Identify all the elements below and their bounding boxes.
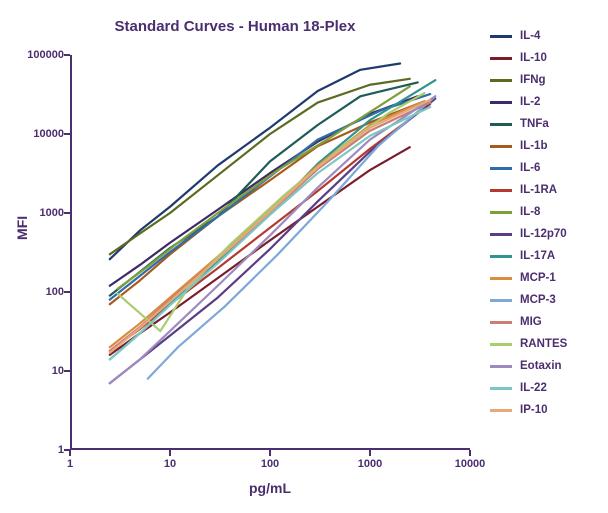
legend-item: MCP-1 xyxy=(490,272,600,284)
chart-container: Standard Curves - Human 18-Plex 1 10 100 10… xyxy=(0,0,608,513)
legend-label: IL-10 xyxy=(520,52,547,64)
legend-item: IL-22 xyxy=(490,382,600,394)
legend-swatch xyxy=(490,343,512,346)
legend-label: IP-10 xyxy=(520,404,548,416)
legend-label: IL-17A xyxy=(520,250,555,262)
x-tick-mark xyxy=(269,450,271,456)
legend-label: MCP-1 xyxy=(520,272,556,284)
legend-label: IFNg xyxy=(520,74,546,86)
legend-label: TNFa xyxy=(520,118,549,130)
legend-item: RANTES xyxy=(490,338,600,350)
y-tick-mark xyxy=(64,370,70,372)
legend-item: Eotaxin xyxy=(490,360,600,372)
y-tick-label: 10 xyxy=(8,365,64,377)
legend-swatch xyxy=(490,35,512,38)
plot-svg xyxy=(70,55,470,450)
y-tick-mark xyxy=(64,54,70,56)
legend-item: IL-1RA xyxy=(490,184,600,196)
legend-label: MCP-3 xyxy=(520,294,556,306)
x-tick-mark xyxy=(469,450,471,456)
y-tick-label: 1 xyxy=(8,444,64,456)
chart-title: Standard Curves - Human 18-Plex xyxy=(0,18,470,35)
y-tick-mark xyxy=(64,133,70,135)
legend-item: MCP-3 xyxy=(490,294,600,306)
legend-swatch xyxy=(490,211,512,214)
y-tick-label: 10000 xyxy=(8,128,64,140)
legend-swatch xyxy=(490,189,512,192)
legend-swatch xyxy=(490,255,512,258)
legend-swatch xyxy=(490,409,512,412)
legend-item: IL-8 xyxy=(490,206,600,218)
legend-item: IL-12p70 xyxy=(490,228,600,240)
x-tick-label: 1000 xyxy=(358,458,382,470)
legend: IL-4 IL-10 IFNg IL-2 TNFa IL-1b IL-6 IL-1RA IL-8… xyxy=(490,30,600,426)
x-tick-label: 10000 xyxy=(455,458,486,470)
legend-item: IL-17A xyxy=(490,250,600,262)
legend-swatch xyxy=(490,387,512,390)
legend-label: MIG xyxy=(520,316,542,328)
legend-label: Eotaxin xyxy=(520,360,562,372)
legend-label: IL-6 xyxy=(520,162,540,174)
series-line xyxy=(110,79,410,255)
legend-item: MIG xyxy=(490,316,600,328)
y-tick-mark xyxy=(64,291,70,293)
y-axis-label: MFI xyxy=(14,216,30,240)
legend-label: IL-8 xyxy=(520,206,540,218)
legend-item: IL-2 xyxy=(490,96,600,108)
y-tick-label: 100 xyxy=(8,286,64,298)
legend-swatch xyxy=(490,145,512,148)
legend-item: IL-1b xyxy=(490,140,600,152)
legend-item: IFNg xyxy=(490,74,600,86)
x-axis-label: pg/mL xyxy=(70,480,470,496)
legend-swatch xyxy=(490,277,512,280)
legend-item: TNFa xyxy=(490,118,600,130)
x-tick-label: 100 xyxy=(261,458,279,470)
x-tick-mark xyxy=(169,450,171,456)
legend-label: RANTES xyxy=(520,338,567,350)
legend-swatch xyxy=(490,167,512,170)
legend-label: IL-1b xyxy=(520,140,547,152)
y-tick-mark xyxy=(64,212,70,214)
legend-item: IL-4 xyxy=(490,30,600,42)
legend-swatch xyxy=(490,233,512,236)
legend-swatch xyxy=(490,365,512,368)
legend-swatch xyxy=(490,79,512,82)
y-tick-label: 100000 xyxy=(8,49,64,61)
legend-label: IL-4 xyxy=(520,30,540,42)
x-tick-mark xyxy=(369,450,371,456)
legend-swatch xyxy=(490,123,512,126)
legend-label: IL-22 xyxy=(520,382,547,394)
legend-label: IL-2 xyxy=(520,96,540,108)
legend-label: IL-1RA xyxy=(520,184,557,196)
legend-swatch xyxy=(490,101,512,104)
series-line xyxy=(110,147,410,355)
legend-item: IL-6 xyxy=(490,162,600,174)
legend-item: IL-10 xyxy=(490,52,600,64)
legend-swatch xyxy=(490,299,512,302)
legend-swatch xyxy=(490,57,512,60)
legend-swatch xyxy=(490,321,512,324)
x-tick-label: 10 xyxy=(164,458,176,470)
legend-item: IP-10 xyxy=(490,404,600,416)
x-tick-mark xyxy=(69,450,71,456)
x-tick-label: 1 xyxy=(67,458,73,470)
legend-label: IL-12p70 xyxy=(520,228,567,240)
